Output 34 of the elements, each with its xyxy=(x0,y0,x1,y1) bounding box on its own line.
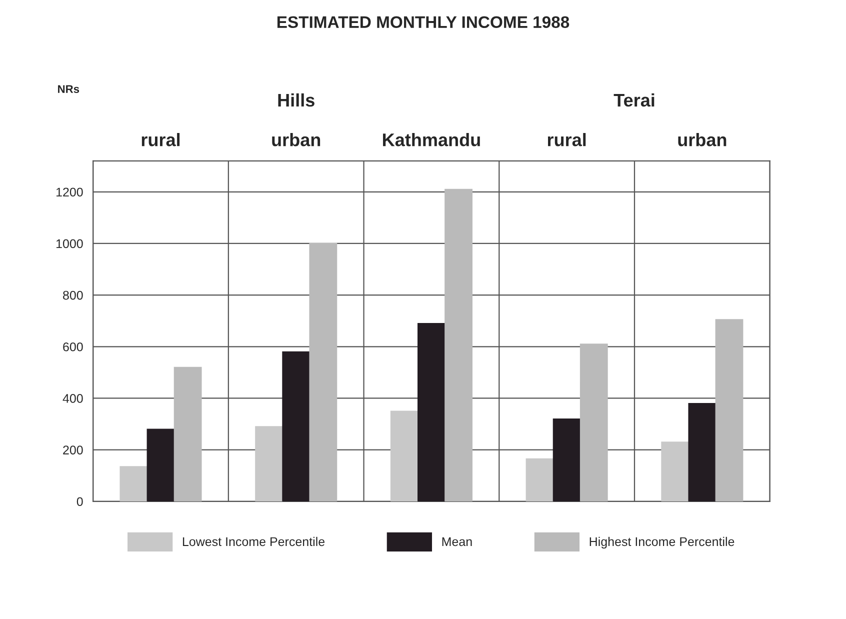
bar xyxy=(444,188,472,502)
x-tick-label: urban xyxy=(272,133,320,146)
bar xyxy=(255,426,283,502)
bar xyxy=(282,351,310,502)
x-tick-label: rural xyxy=(548,133,586,146)
y-tick-label: 400 xyxy=(62,394,83,403)
bar xyxy=(715,319,744,502)
y-tick-label: 600 xyxy=(63,342,83,352)
bar xyxy=(174,366,202,502)
bar xyxy=(418,323,446,502)
bar xyxy=(688,402,716,502)
bar xyxy=(552,418,581,502)
legend-label: Highest Income Percentile xyxy=(590,536,734,549)
bar xyxy=(309,243,338,502)
y-axis-title: NRs xyxy=(58,85,80,93)
x-tick-label: rural xyxy=(142,133,180,146)
bar xyxy=(580,344,608,502)
bar xyxy=(661,442,690,502)
bar xyxy=(526,458,554,502)
x-tick-label: Kathmandu xyxy=(383,133,480,146)
chart-title: ESTIMATED MONTHLY INCOME 1988 xyxy=(277,16,570,28)
y-tick-label: 1000 xyxy=(56,239,83,248)
text: Terai xyxy=(614,93,654,107)
legend-label: Lowest Income Percentile xyxy=(182,536,325,546)
y-tick-label: 200 xyxy=(63,446,83,454)
bar xyxy=(120,466,148,502)
bar xyxy=(390,410,418,502)
x-tick-label: urban xyxy=(678,133,726,146)
y-tick-label: 800 xyxy=(63,290,83,300)
text: Hills xyxy=(278,93,314,107)
legend-label: Mean xyxy=(442,537,472,546)
y-tick-label: 1200 xyxy=(56,188,83,197)
bar xyxy=(146,428,175,502)
y-tick-label: 0 xyxy=(76,497,83,506)
